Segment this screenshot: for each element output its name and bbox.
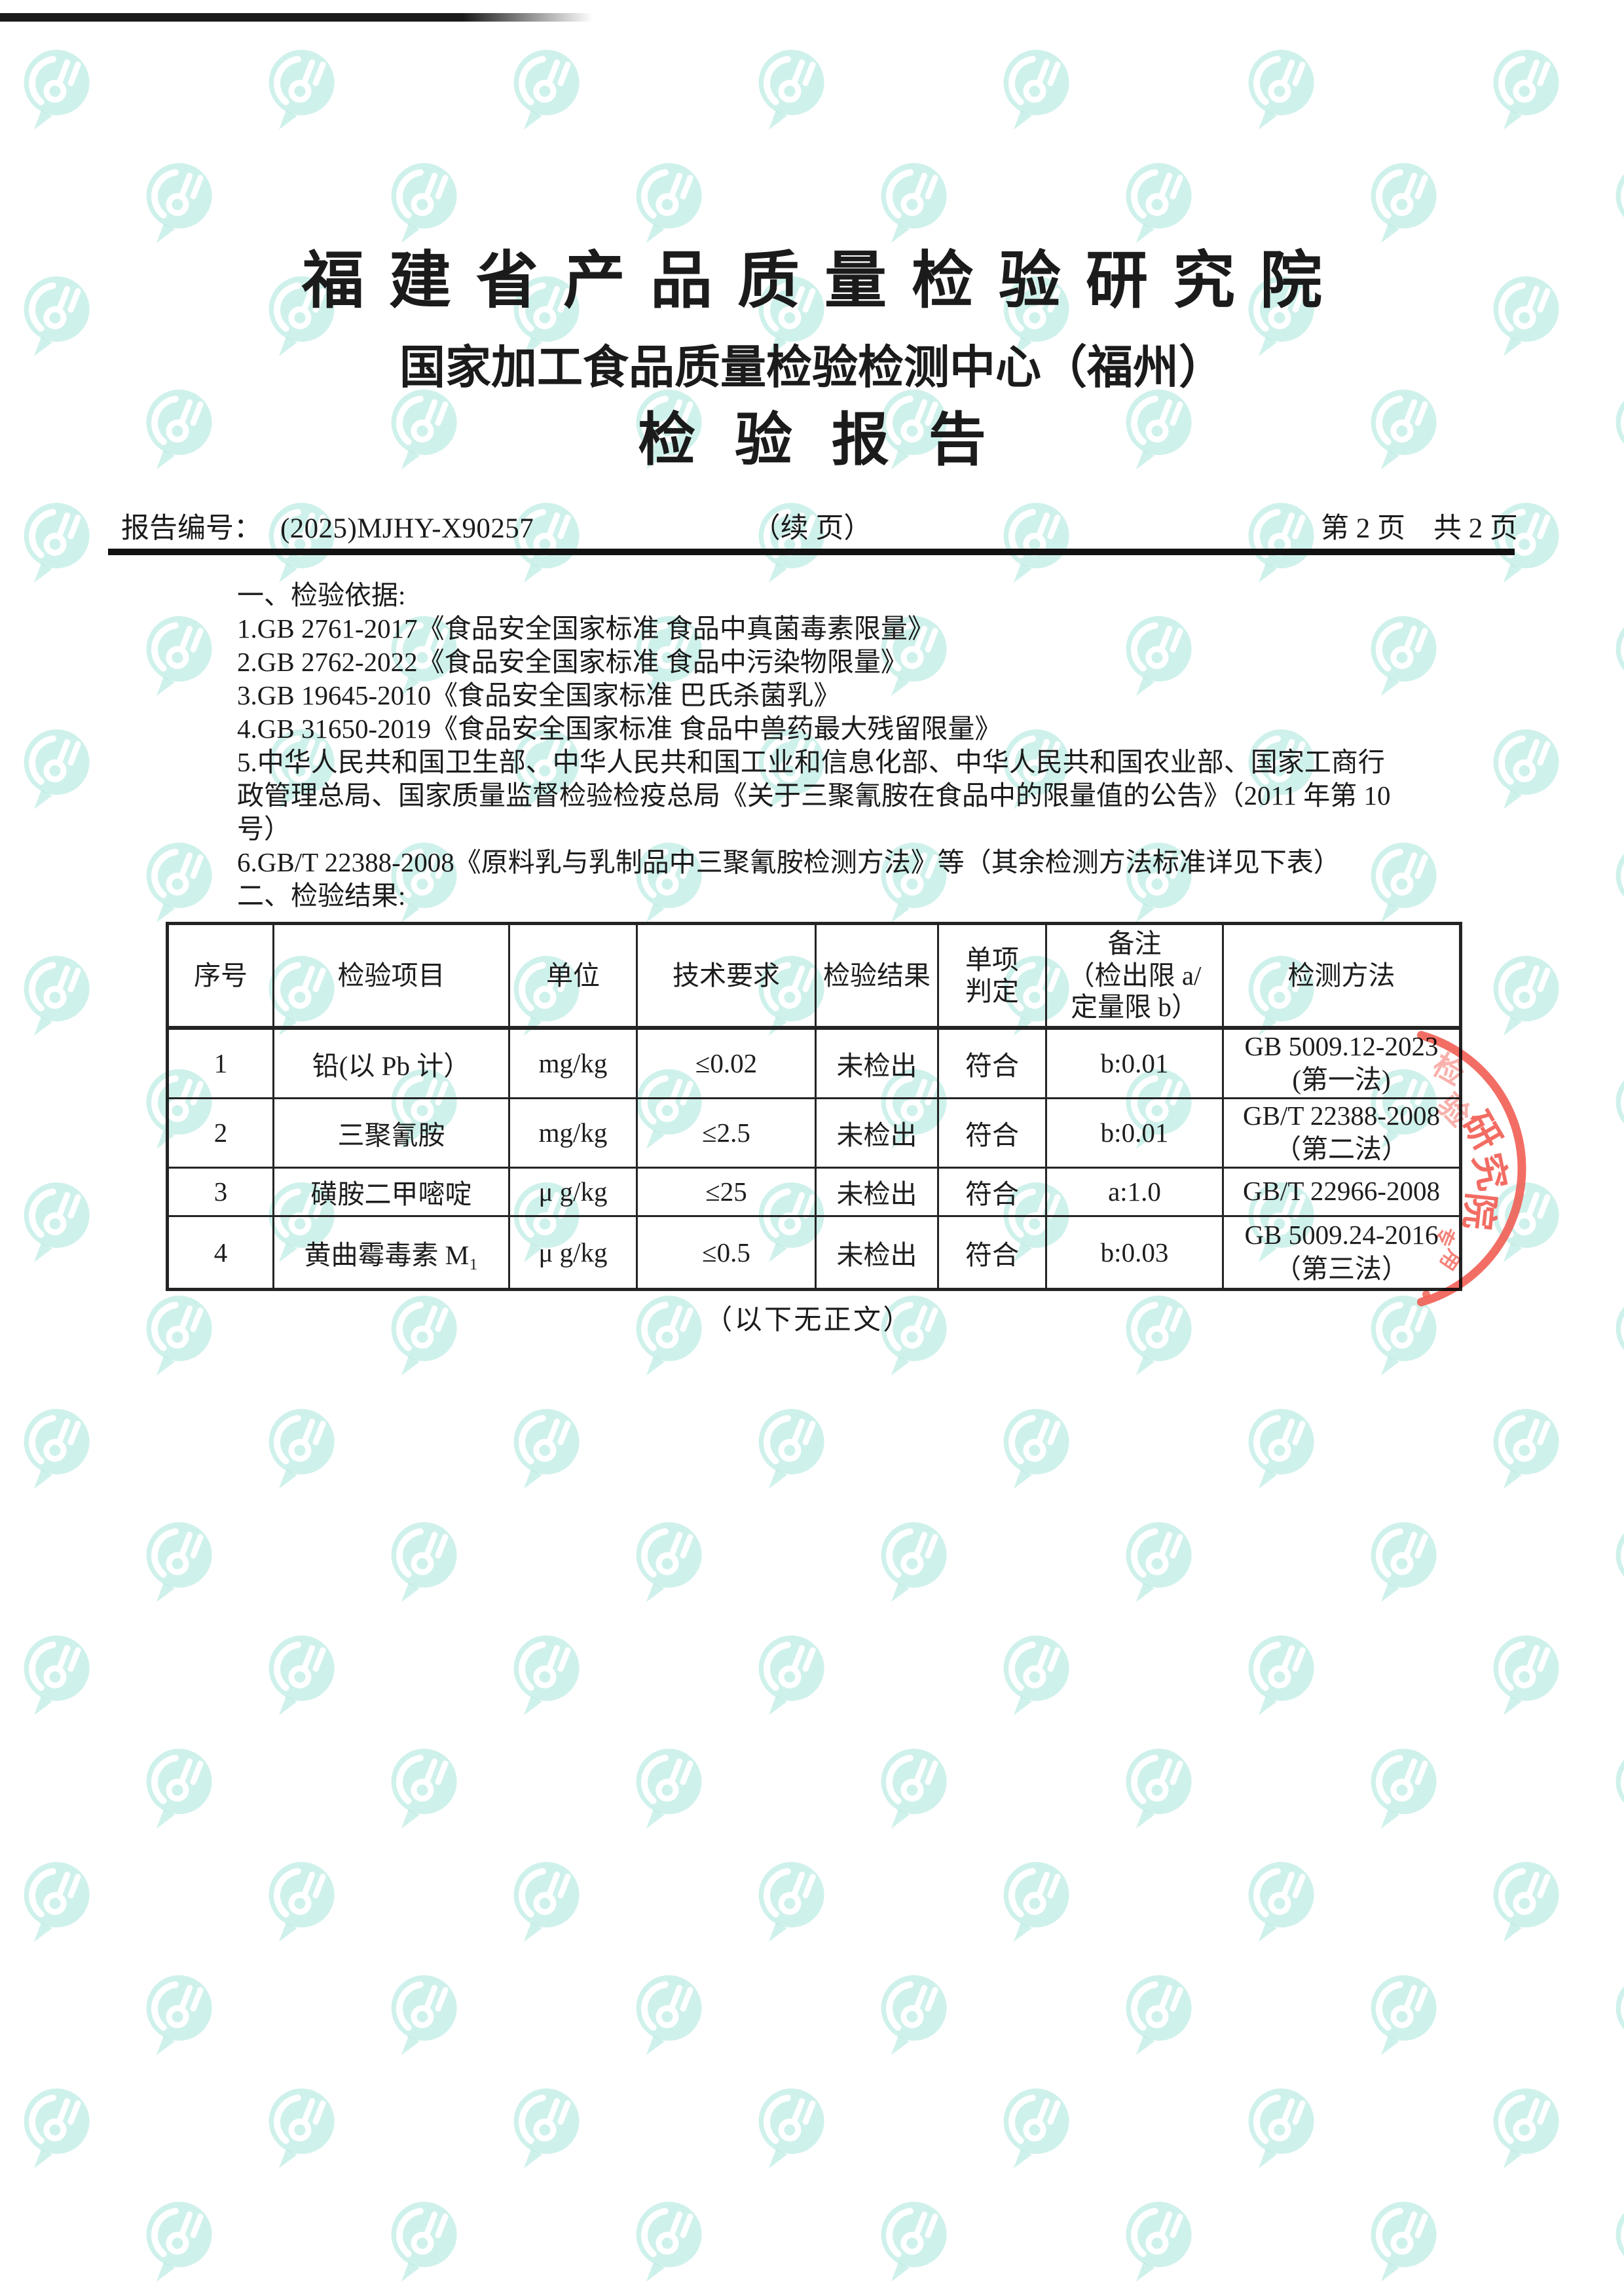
header-divider bbox=[108, 549, 1515, 555]
table-row: 3 磺胺二甲嘧啶 μ g/kg ≤25 未检出 符合 a:1.0 GB/T 22… bbox=[166, 1166, 1462, 1217]
report-title: 检验报告 bbox=[638, 409, 1025, 473]
organization-title: 福建省产品质量检验研究院 bbox=[301, 246, 1347, 316]
cell-unit: μ g/kg bbox=[508, 1214, 638, 1290]
seal-char: 院 bbox=[1456, 1191, 1501, 1231]
cell-method: GB/T 22966-2008 bbox=[1222, 1166, 1462, 1217]
cell-result: 未检出 bbox=[815, 1097, 939, 1169]
basis-line: 6.GB/T 22388-2008《原料乳与乳制品中三聚氰胺检测方法》等（其余检… bbox=[237, 847, 1340, 877]
seal-char: 专 bbox=[1431, 1223, 1458, 1249]
col-header-result: 检验结果 bbox=[815, 922, 939, 1030]
cell-result: 未检出 bbox=[815, 1027, 939, 1099]
col-header-judgement: 单项 判定 bbox=[937, 922, 1047, 1030]
col-header-no: 序号 bbox=[166, 922, 274, 1030]
col-header-requirement: 技术要求 bbox=[636, 922, 817, 1030]
cell-item: 黄曲霉毒素 M₁ bbox=[272, 1214, 510, 1290]
cell-remark: a:1.0 bbox=[1045, 1166, 1224, 1217]
cell-judgement: 符合 bbox=[937, 1166, 1047, 1217]
cell-judgement: 符合 bbox=[937, 1027, 1047, 1099]
continued-page-note: （续 页） bbox=[752, 513, 872, 544]
cell-judgement: 符合 bbox=[937, 1214, 1047, 1290]
cell-no: 2 bbox=[166, 1097, 274, 1169]
report-number-label: 报告编号： bbox=[121, 513, 262, 544]
cell-unit: mg/kg bbox=[508, 1097, 638, 1169]
results-heading: 二、检验结果: bbox=[237, 881, 406, 911]
center-subtitle: 国家加工食品质量检验检测中心（福州） bbox=[399, 343, 1225, 393]
cell-remark: b:0.03 bbox=[1045, 1214, 1224, 1290]
inspection-basis-section: 一、检验依据: 1.GB 2761-2017《食品安全国家标准 食品中真菌毒素限… bbox=[237, 579, 1416, 913]
cell-remark: b:0.01 bbox=[1045, 1027, 1224, 1099]
inspection-results-table: 序号 检验项目 单位 技术要求 检验结果 单项 判定 备注 （检出限 a/ 定量… bbox=[166, 922, 1462, 1291]
basis-heading: 一、检验依据: bbox=[237, 580, 406, 610]
cell-no: 1 bbox=[166, 1027, 274, 1099]
col-header-remark: 备注 （检出限 a/ 定量限 b） bbox=[1045, 922, 1224, 1030]
report-number: 报告编号： (2025)MJHY-X90257 bbox=[121, 505, 534, 546]
cell-unit: μ g/kg bbox=[508, 1166, 638, 1217]
table-row: 4 黄曲霉毒素 M₁ μ g/kg ≤0.5 未检出 符合 b:0.03 GB … bbox=[166, 1214, 1462, 1290]
report-meta-row: 报告编号： (2025)MJHY-X90257 （续 页） 第 2 页 共 2 页 bbox=[0, 505, 1624, 546]
cell-judgement: 符合 bbox=[937, 1097, 1047, 1169]
official-red-seal: 检 验 研 究 院 专 用 bbox=[1416, 1030, 1526, 1307]
page-indicator: 第 2 页 共 2 页 bbox=[1321, 513, 1518, 544]
cell-requirement: ≤25 bbox=[636, 1166, 817, 1217]
basis-line: 2.GB 2762-2022《食品安全国家标准 食品中污染物限量》 bbox=[237, 647, 908, 677]
col-header-method: 检测方法 bbox=[1222, 922, 1462, 1030]
cell-method: GB 5009.24-2016 （第三法） bbox=[1222, 1214, 1462, 1290]
scanner-edge-artifact bbox=[0, 13, 593, 22]
seal-char: 用 bbox=[1435, 1245, 1464, 1273]
col-header-unit: 单位 bbox=[508, 922, 638, 1030]
basis-line: 政管理总局、国家质量监督检验检疫总局《关于三聚氰胺在食品中的限量值的公告》（20… bbox=[237, 780, 1391, 811]
table-header-row: 序号 检验项目 单位 技术要求 检验结果 单项 判定 备注 （检出限 a/ 定量… bbox=[166, 922, 1462, 1030]
cell-item: 三聚氰胺 bbox=[272, 1097, 510, 1169]
basis-line: 1.GB 2761-2017《食品安全国家标准 食品中真菌毒素限量》 bbox=[237, 613, 934, 644]
basis-line: 号） bbox=[237, 814, 291, 844]
cell-requirement: ≤0.02 bbox=[636, 1027, 817, 1099]
report-number-value: (2025)MJHY-X90257 bbox=[280, 513, 534, 544]
seal-char: 究 bbox=[1466, 1150, 1513, 1194]
cell-no: 3 bbox=[166, 1166, 274, 1217]
cell-no: 4 bbox=[166, 1214, 274, 1290]
cell-method: GB/T 22388-2008 （第二法） bbox=[1222, 1097, 1462, 1169]
cell-result: 未检出 bbox=[815, 1214, 939, 1290]
col-header-item: 检验项目 bbox=[272, 922, 510, 1030]
table-row: 2 三聚氰胺 mg/kg ≤2.5 未检出 符合 b:0.01 GB/T 223… bbox=[166, 1097, 1462, 1169]
cell-item: 铅(以 Pb 计） bbox=[272, 1027, 510, 1099]
basis-line: 4.GB 31650-2019《食品安全国家标准 食品中兽药最大残留限量》 bbox=[237, 714, 1002, 744]
cell-item: 磺胺二甲嘧啶 bbox=[272, 1166, 510, 1217]
basis-line: 3.GB 19645-2010《食品安全国家标准 巴氏杀菌乳》 bbox=[237, 680, 841, 710]
basis-line: 5.中华人民共和国卫生部、中华人民共和国工业和信息化部、中华人民共和国农业部、国… bbox=[237, 747, 1385, 777]
cell-requirement: ≤2.5 bbox=[636, 1097, 817, 1169]
cell-requirement: ≤0.5 bbox=[636, 1214, 817, 1290]
table-row: 1 铅(以 Pb 计） mg/kg ≤0.02 未检出 符合 b:0.01 GB… bbox=[166, 1027, 1462, 1099]
cell-remark: b:0.01 bbox=[1045, 1097, 1224, 1169]
end-of-text-note: （以下无正文） bbox=[705, 1305, 913, 1336]
cell-result: 未检出 bbox=[815, 1166, 939, 1217]
cell-unit: mg/kg bbox=[508, 1027, 638, 1099]
